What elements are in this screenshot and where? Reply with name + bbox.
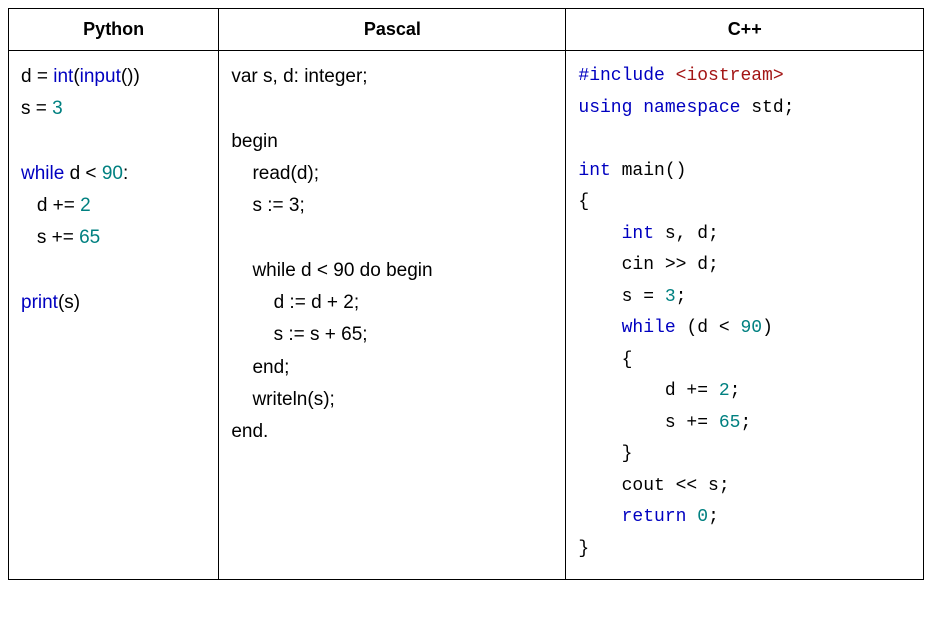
code-comparison-table: Python Pascal C++ d = int(input()) s = 3… <box>8 8 924 580</box>
header-python: Python <box>9 9 219 51</box>
pascal-code: var s, d: integer; begin read(d); s := 3… <box>231 61 553 449</box>
cell-cpp: #include <iostream> using namespace std;… <box>566 51 924 580</box>
header-cpp: C++ <box>566 9 924 51</box>
code-row: d = int(input()) s = 3 while d < 90: d +… <box>9 51 924 580</box>
header-pascal: Pascal <box>219 9 566 51</box>
cell-python: d = int(input()) s = 3 while d < 90: d +… <box>9 51 219 580</box>
python-code: d = int(input()) s = 3 while d < 90: d +… <box>21 61 206 319</box>
cell-pascal: var s, d: integer; begin read(d); s := 3… <box>219 51 566 580</box>
header-row: Python Pascal C++ <box>9 9 924 51</box>
cpp-code: #include <iostream> using namespace std;… <box>578 61 911 565</box>
